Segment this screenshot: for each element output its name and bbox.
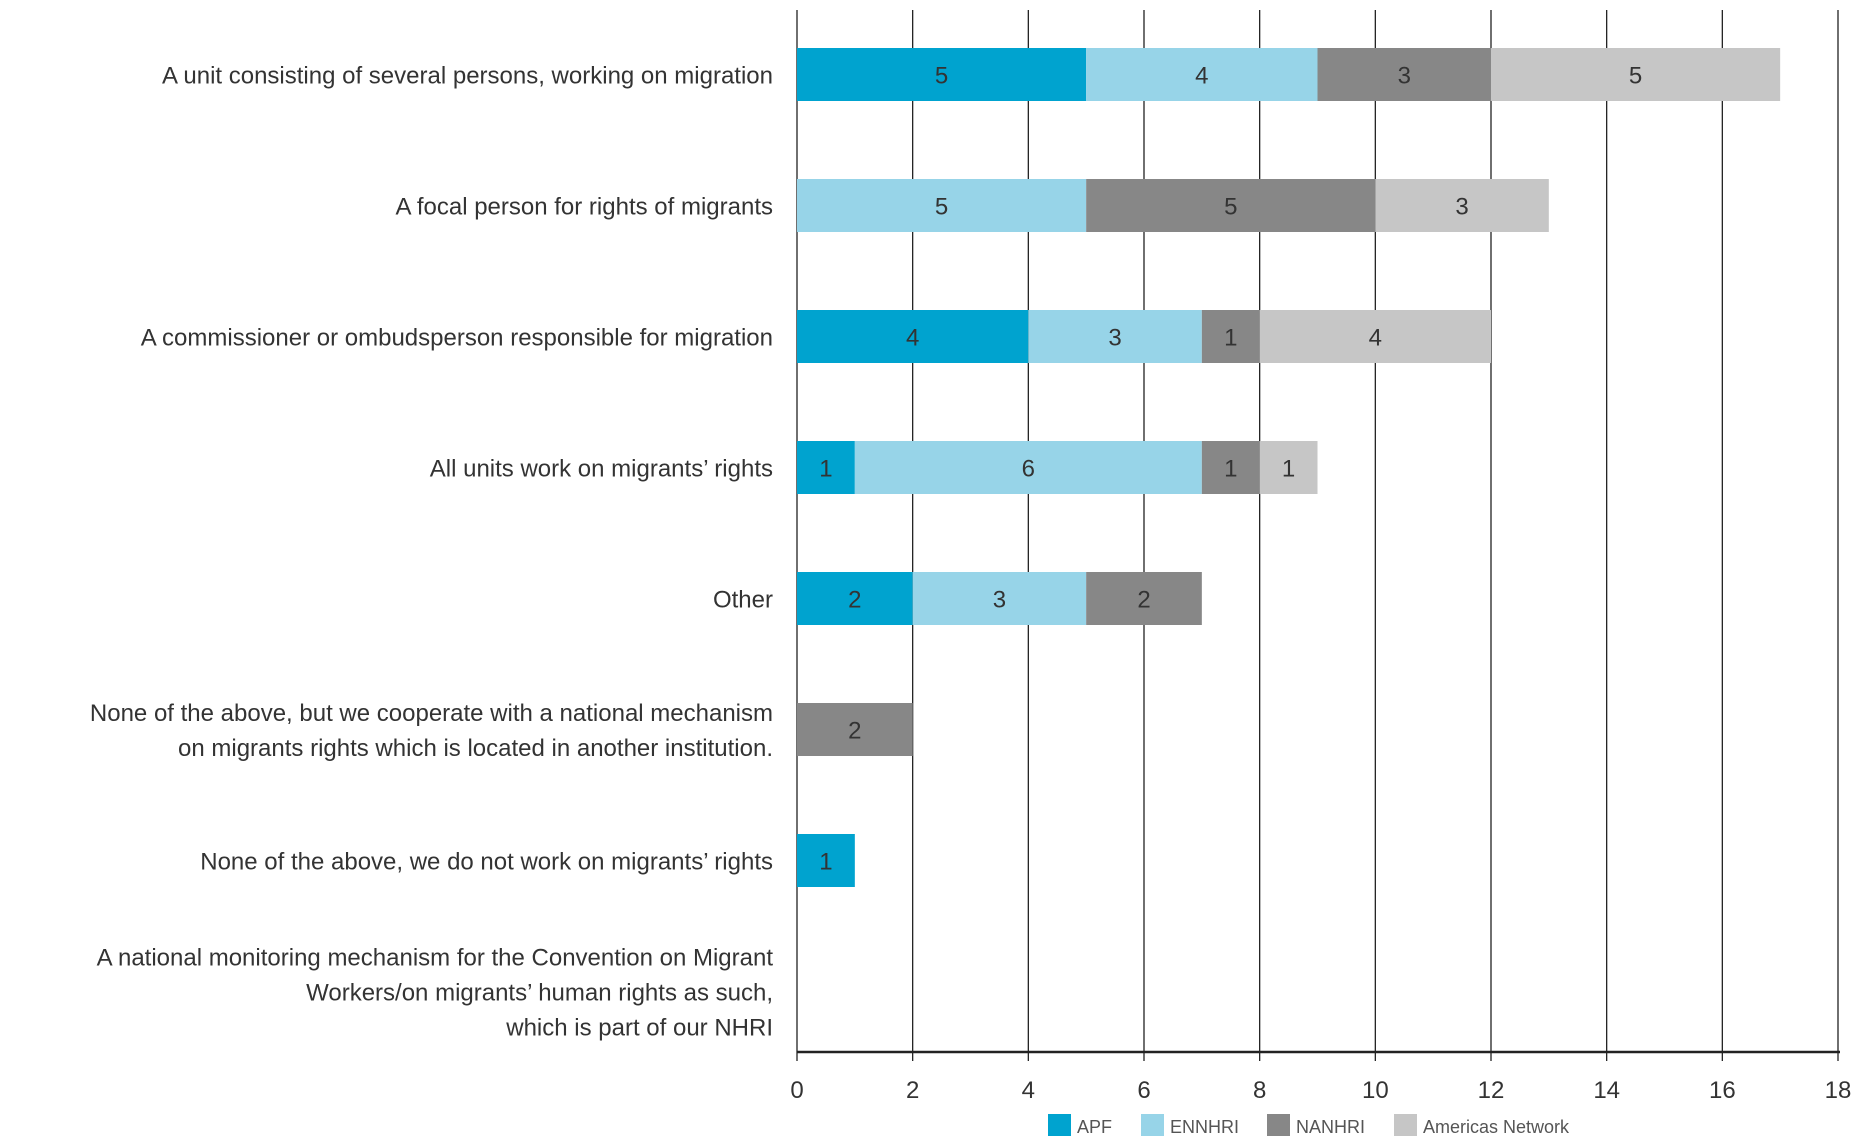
legend-label: Americas Network	[1423, 1117, 1570, 1136]
bar-segment	[1086, 48, 1318, 101]
tick-label-2: 2	[906, 1077, 919, 1104]
data-label: 3	[1108, 325, 1121, 352]
bar-segment	[797, 441, 855, 494]
data-label: 4	[1369, 325, 1382, 352]
bar-segment	[797, 703, 913, 756]
legend-swatch	[1394, 1114, 1417, 1136]
legend-swatch	[1141, 1114, 1164, 1136]
bar-segment	[797, 179, 1087, 232]
data-label: 1	[1224, 325, 1237, 352]
bar-segment	[1259, 441, 1318, 494]
bar-segment	[1259, 310, 1491, 363]
data-label: 1	[1224, 456, 1237, 483]
legend-swatch	[1048, 1114, 1071, 1136]
tick-label-12: 12	[1478, 1077, 1505, 1104]
category-label: None of the above, we do not work on mig…	[200, 849, 773, 876]
bar-segment	[797, 572, 913, 625]
data-label: 4	[906, 325, 919, 352]
category-label: on migrants rights which is located in a…	[178, 735, 773, 762]
bar-segment	[854, 441, 1202, 494]
bar-segment	[1317, 48, 1491, 101]
bar-segment	[1491, 48, 1781, 101]
data-label: 5	[935, 194, 948, 221]
data-label: 1	[1282, 456, 1295, 483]
data-label: 2	[1137, 587, 1150, 614]
data-label: 1	[819, 456, 832, 483]
bar-segment	[1086, 179, 1376, 232]
x-axis: 0 2 4 6 8 10 12 14 16 18	[790, 1050, 1852, 1104]
legend-label: NANHRI	[1296, 1117, 1365, 1136]
bars: 5 4 3 55 5 34 3 1 41 6 1 12 3 221	[797, 48, 1781, 887]
bar-segment	[1201, 310, 1260, 363]
bar-segment	[797, 310, 1029, 363]
data-label: 1	[819, 849, 832, 876]
category-label: A commissioner or ombudsperson responsib…	[141, 325, 773, 352]
category-label: A focal person for rights of migrants	[395, 194, 773, 221]
legend-label: APF	[1077, 1117, 1112, 1136]
tick-label-16: 16	[1709, 1077, 1736, 1104]
category-label: None of the above, but we cooperate with…	[90, 700, 773, 727]
category-label: which is part of our NHRI	[505, 1015, 773, 1042]
tick-label-0: 0	[790, 1077, 803, 1104]
bar-segment	[797, 48, 1087, 101]
bar-segment	[1375, 179, 1549, 232]
data-label: 2	[848, 718, 861, 745]
tick-label-18: 18	[1825, 1077, 1852, 1104]
data-label: 5	[1224, 194, 1237, 221]
data-label: 3	[1398, 63, 1411, 90]
bar-segment	[1201, 441, 1260, 494]
category-label: A unit consisting of several persons, wo…	[162, 63, 773, 90]
category-label: Other	[713, 587, 773, 614]
data-label: 3	[993, 587, 1006, 614]
tick-label-8: 8	[1253, 1077, 1266, 1104]
data-label: 4	[1195, 63, 1208, 90]
tick-label-6: 6	[1137, 1077, 1150, 1104]
legend-label: ENNHRI	[1170, 1117, 1239, 1136]
bar-segment	[1028, 310, 1202, 363]
gridlines	[796, 10, 1839, 1052]
bar-segment	[1086, 572, 1202, 625]
category-labels: A unit consisting of several persons, wo…	[90, 63, 773, 1042]
tick-label-4: 4	[1022, 1077, 1035, 1104]
category-label: All units work on migrants’ rights	[430, 456, 773, 483]
category-label: A national monitoring mechanism for the …	[97, 945, 774, 972]
data-label: 6	[1022, 456, 1035, 483]
category-label: Workers/on migrants’ human rights as suc…	[306, 980, 773, 1007]
data-label: 3	[1455, 194, 1468, 221]
tick-label-14: 14	[1593, 1077, 1620, 1104]
bar-segment	[912, 572, 1087, 625]
data-label: 5	[935, 63, 948, 90]
tick-label-10: 10	[1362, 1077, 1389, 1104]
legend-swatch	[1267, 1114, 1290, 1136]
data-label: 2	[848, 587, 861, 614]
data-label: 5	[1629, 63, 1642, 90]
legend: APF ENNHRI NANHRI Americas Network	[1048, 1114, 1570, 1136]
bar-segment	[797, 834, 855, 887]
